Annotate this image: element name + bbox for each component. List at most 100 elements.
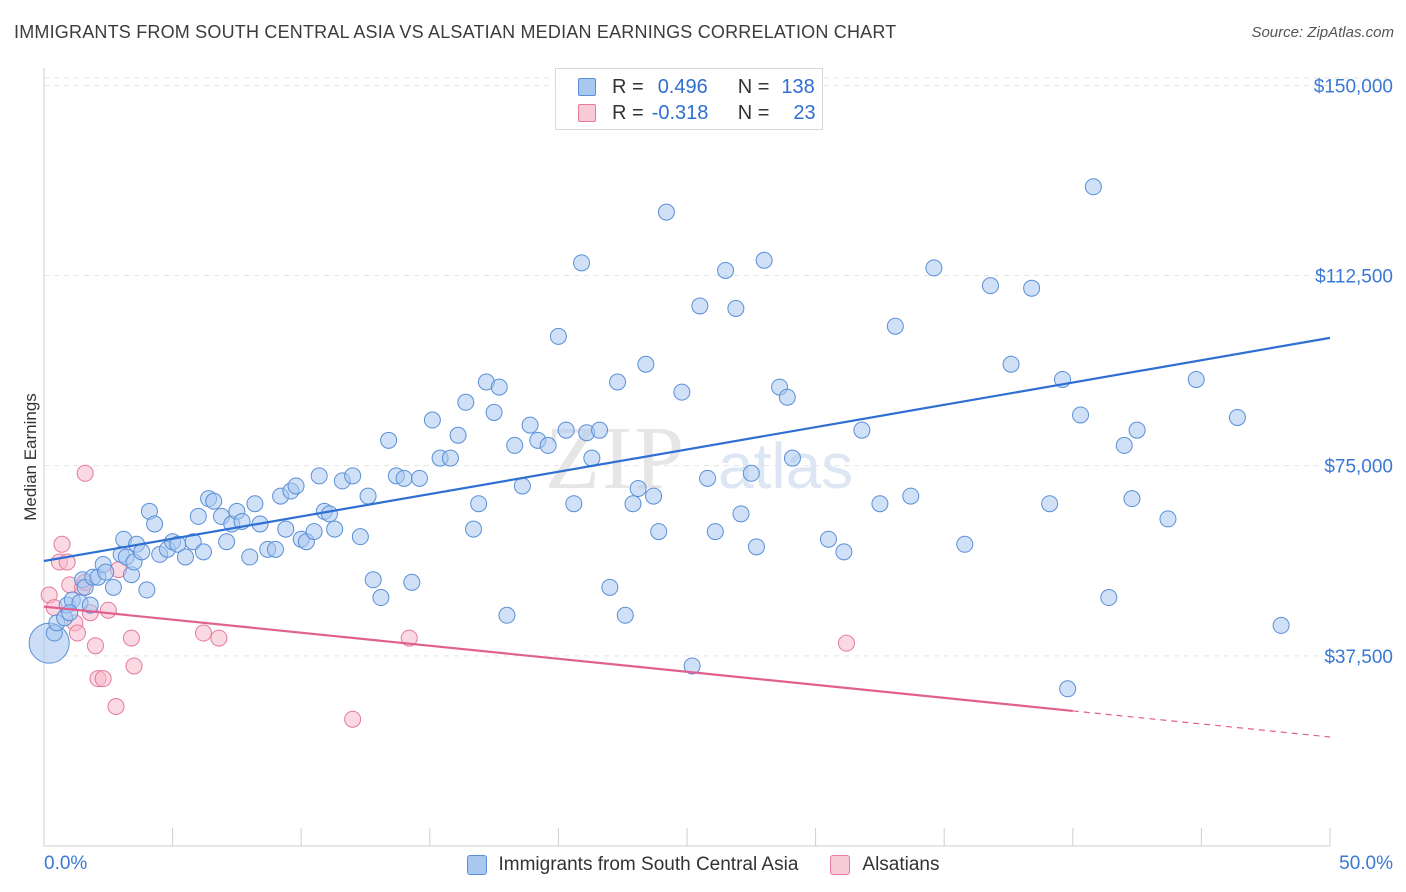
blue-point	[205, 492, 223, 510]
blue-point	[364, 571, 382, 589]
blue-point	[1272, 616, 1290, 634]
blue-point	[539, 436, 557, 454]
data-points	[28, 178, 1290, 728]
blue-point	[591, 421, 609, 439]
blue-point	[61, 604, 79, 622]
blue-point	[176, 548, 194, 566]
blue-point	[673, 383, 691, 401]
blue-point	[742, 464, 760, 482]
blue-point	[727, 299, 745, 317]
blue-point	[583, 449, 601, 467]
blue-point	[104, 578, 122, 596]
blue-point	[277, 520, 295, 538]
blue-point	[925, 259, 943, 277]
blue-point	[344, 467, 362, 485]
blue-point	[470, 495, 488, 513]
blue-point	[1123, 490, 1141, 508]
blue-point	[747, 538, 765, 556]
blue-point	[755, 251, 773, 269]
blue-point	[241, 548, 259, 566]
blue-point	[1228, 409, 1246, 427]
y-tick-label: $150,000	[1314, 76, 1393, 97]
r-value: -0.318	[651, 101, 709, 124]
y-axis-label: Median Earnings	[21, 393, 40, 521]
axes	[43, 68, 1331, 847]
blue-point	[1159, 510, 1177, 528]
blue-point	[423, 411, 441, 429]
blue-point	[853, 421, 871, 439]
pink-point	[210, 629, 228, 647]
pink-trend-line	[43, 605, 1073, 713]
pink-point	[76, 464, 94, 482]
blue-point	[706, 523, 724, 541]
blue-point	[624, 495, 642, 513]
chart-title: IMMIGRANTS FROM SOUTH CENTRAL ASIA VS AL…	[14, 22, 897, 42]
blue-point	[1128, 421, 1146, 439]
legend-label: Alsatians	[862, 854, 940, 875]
x-tick-label: 0.0%	[44, 853, 87, 874]
legend-row-blue: R = 0.496 N = 138	[578, 75, 815, 99]
blue-point	[549, 327, 567, 345]
blue-point	[81, 596, 99, 614]
blue-point	[629, 479, 647, 497]
blue-point	[133, 543, 151, 561]
blue-point	[138, 581, 156, 599]
blue-point	[956, 535, 974, 553]
pink-point	[94, 670, 112, 688]
y-tick-label: $37,500	[1324, 647, 1393, 668]
blue-point	[1002, 355, 1020, 373]
blue-point	[650, 523, 668, 541]
blue-point	[1072, 406, 1090, 424]
y-tick-label: $112,500	[1315, 267, 1393, 288]
pink-point	[99, 601, 117, 619]
blue-point	[351, 528, 369, 546]
blue-point	[871, 495, 889, 513]
blue-point	[1084, 178, 1102, 196]
blue-point	[691, 297, 709, 315]
blue-point	[146, 515, 164, 533]
blue-point	[246, 495, 264, 513]
blue-point	[981, 277, 999, 295]
pink-point	[400, 629, 418, 647]
pink-point	[837, 634, 855, 652]
blue-point	[326, 520, 344, 538]
blue-point	[359, 487, 377, 505]
blue-point	[266, 540, 284, 558]
correlation-legend: R = 0.496 N = 138 R = -0.318 N = 23	[555, 68, 823, 130]
pink-point	[194, 624, 212, 642]
legend-item-south-central-asia[interactable]: Immigrants from South Central Asia	[466, 854, 799, 876]
blue-point	[485, 403, 503, 421]
blue-point	[717, 261, 735, 279]
blue-point	[490, 378, 508, 396]
legend-item-alsatians[interactable]: Alsatians	[830, 854, 940, 876]
pink-swatch	[578, 104, 596, 122]
pink-trend-extension	[1072, 710, 1331, 738]
blue-point	[732, 505, 750, 523]
blue-point	[411, 469, 429, 487]
blue-point	[778, 388, 796, 406]
blue-point	[609, 373, 627, 391]
blue-point	[1187, 370, 1205, 388]
blue-point	[645, 487, 663, 505]
pink-point	[107, 698, 125, 716]
blue-point	[218, 533, 236, 551]
source-label: Source: ZipAtlas.com	[1251, 24, 1394, 41]
blue-point	[616, 606, 634, 624]
n-value: 138	[781, 75, 815, 98]
blue-point	[320, 505, 338, 523]
blue-trend-line	[43, 336, 1331, 563]
legend-row-pink: R = -0.318 N = 23	[578, 101, 816, 125]
blue-point	[403, 573, 421, 591]
y-tick-label: $75,000	[1324, 457, 1393, 478]
blue-point	[1059, 680, 1077, 698]
pink-point	[86, 637, 104, 655]
series-legend: Immigrants from South Central Asia Alsat…	[0, 852, 1406, 878]
legend-label: Immigrants from South Central Asia	[498, 854, 799, 875]
x-tick-label: 50.0%	[1339, 853, 1393, 874]
blue-point	[819, 530, 837, 548]
blue-point	[1115, 436, 1133, 454]
r-label: R =	[612, 75, 644, 98]
pink-point	[344, 710, 362, 728]
n-label: N =	[737, 75, 770, 98]
